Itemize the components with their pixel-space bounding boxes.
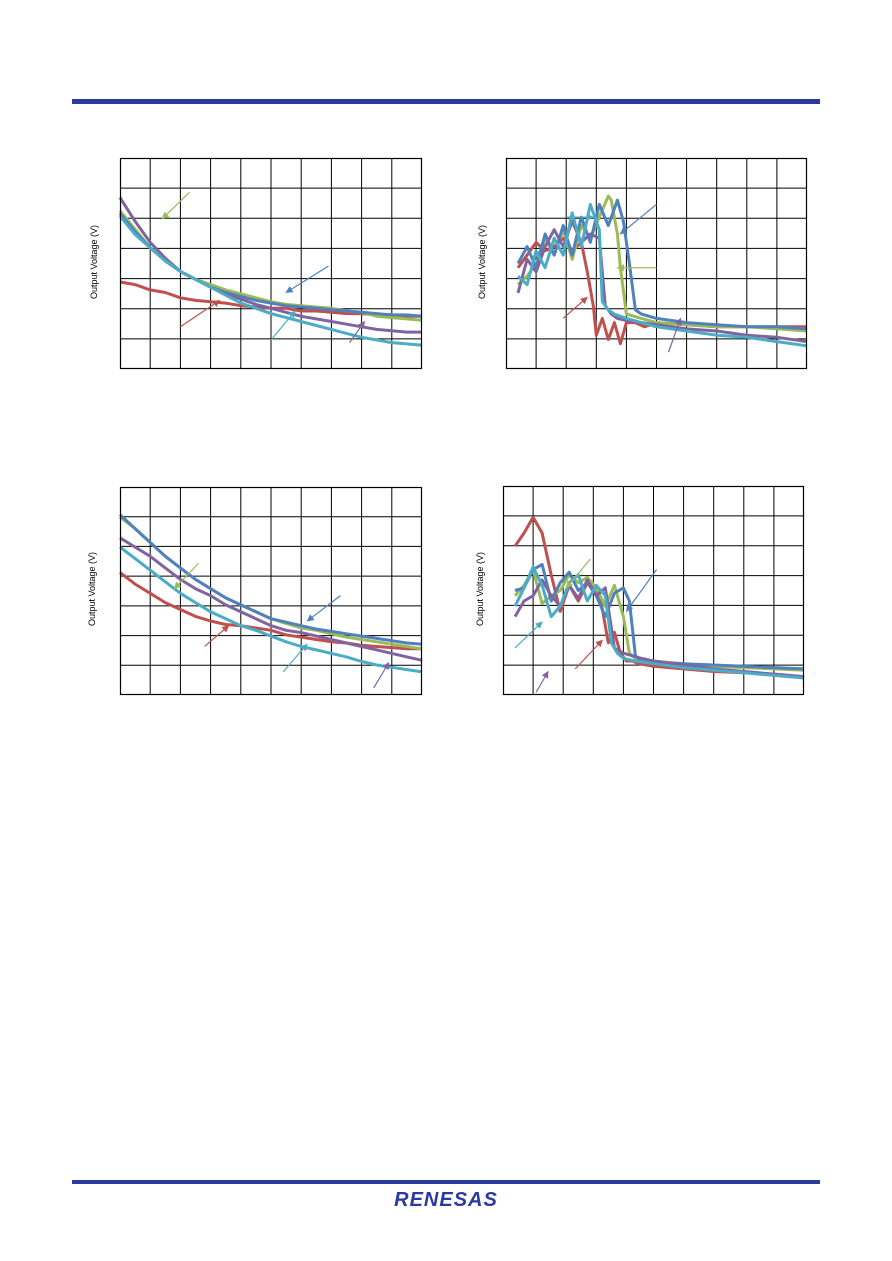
plot-area: [502, 485, 805, 696]
brand-text: RENESAS: [394, 1189, 498, 1211]
renesas-logo: RENESAS: [394, 1189, 498, 1211]
series-line-blue: [514, 562, 805, 671]
y-axis-label: Output Voltage (V): [477, 224, 487, 300]
callout-arrow-red: [562, 296, 588, 319]
plot-area: [118, 486, 423, 696]
callout-arrow-red: [204, 625, 230, 647]
plot-frame: [502, 485, 805, 696]
callout-arrow-cyan: [514, 621, 543, 649]
y-axis-label: Output Voltage (V): [475, 551, 485, 627]
series-line-cyan: [119, 545, 423, 674]
series-line-purple: [119, 536, 423, 662]
callout-arrow-purple: [667, 317, 682, 353]
callout-arrow-purple: [349, 320, 366, 343]
callout-arrow-blue: [619, 203, 657, 235]
callout-arrow-blue: [625, 569, 657, 612]
callout-arrow-blue: [285, 265, 329, 294]
callout-arrow-red: [180, 299, 221, 328]
callout-arrow-cyan: [270, 310, 296, 341]
plot-area: [505, 157, 808, 370]
header-rule: [72, 99, 820, 104]
footer-rule: [72, 1180, 820, 1184]
callout-arrow-blue: [306, 595, 341, 622]
plot-area: [118, 157, 423, 370]
series-line-red: [119, 571, 422, 651]
series-line-cyan: [513, 565, 805, 680]
callout-arrow-green: [161, 191, 190, 220]
series-line-red: [513, 515, 805, 679]
series-line-green: [516, 194, 808, 333]
chart-top-right: Output Voltage (V): [477, 157, 808, 370]
chart-bottom-left: Output Voltage (V): [87, 486, 423, 696]
y-axis-label: Output Voltage (V): [89, 224, 99, 300]
plot-frame: [119, 486, 423, 696]
callout-arrow-green: [565, 558, 591, 589]
plot-frame: [119, 157, 423, 370]
callout-arrow-red: [574, 639, 603, 670]
series-line-blue: [516, 198, 808, 331]
plot-frame: [505, 157, 808, 370]
callout-arrow-cyan: [282, 643, 308, 673]
series-line-blue: [118, 513, 423, 646]
callout-arrow-purple: [373, 662, 390, 689]
chart-top-left: Output Voltage (V): [89, 157, 423, 370]
callout-arrow-purple: [535, 670, 549, 693]
series-line-purple: [513, 578, 805, 679]
chart-bottom-right: Output Voltage (V): [475, 485, 805, 696]
series-line-cyan: [118, 215, 423, 347]
callout-arrow-green: [173, 562, 199, 590]
series-line-cyan: [516, 202, 808, 348]
y-axis-label: Output Voltage (V): [87, 551, 97, 627]
